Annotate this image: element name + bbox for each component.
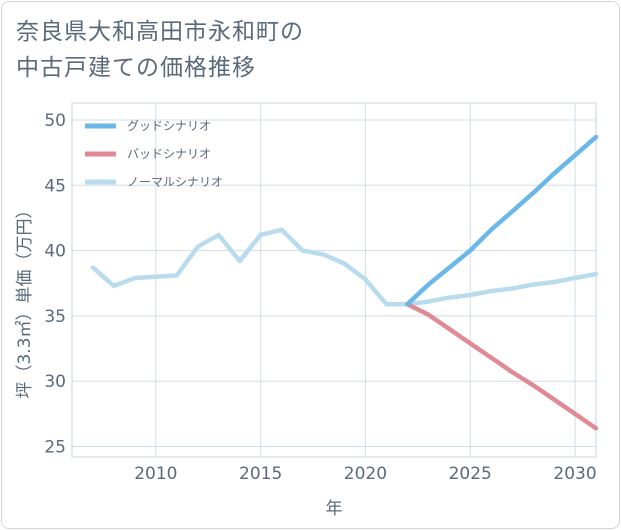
chart-title: 奈良県大和高田市永和町の 中古戸建ての価格推移 [16,14,304,86]
series-line-0 [405,134,599,307]
legend-label-2: ノーマルシナリオ [127,175,223,189]
x-tick-label-2015: 2015 [239,464,282,484]
x-tick-label-2010: 2010 [134,464,177,484]
y-tick-label-35: 35 [44,307,66,327]
y-tick-label-25: 25 [44,438,66,458]
y-axis-label: 坪（3.3㎡）単価（万円） [15,201,35,398]
x-tick-label-2025: 2025 [449,464,492,484]
legend-label-1: バッドシナリオ [127,147,211,161]
y-tick-label-45: 45 [44,176,66,196]
plot-background [71,102,597,458]
y-tick-label-50: 50 [44,111,66,131]
y-tick-label-30: 30 [44,372,66,392]
y-tick-label-40: 40 [44,242,66,262]
series-lines [90,134,599,431]
series-line-2 [90,227,599,307]
x-tick-label-2030: 2030 [553,464,596,484]
x-tick-label-2020: 2020 [344,464,387,484]
x-tick-labels: 2010 2015 2020 2025 2030 [134,464,596,484]
series-line-1 [405,301,599,431]
chart-title-line-1: 奈良県大和高田市永和町の [16,19,304,45]
chart-title-line-2: 中古戸建ての価格推移 [16,55,256,81]
y-tick-labels: 25 30 35 40 45 50 [44,111,66,458]
legend-label-0: グッドシナリオ [127,119,211,133]
x-axis-label: 年 [326,499,343,519]
